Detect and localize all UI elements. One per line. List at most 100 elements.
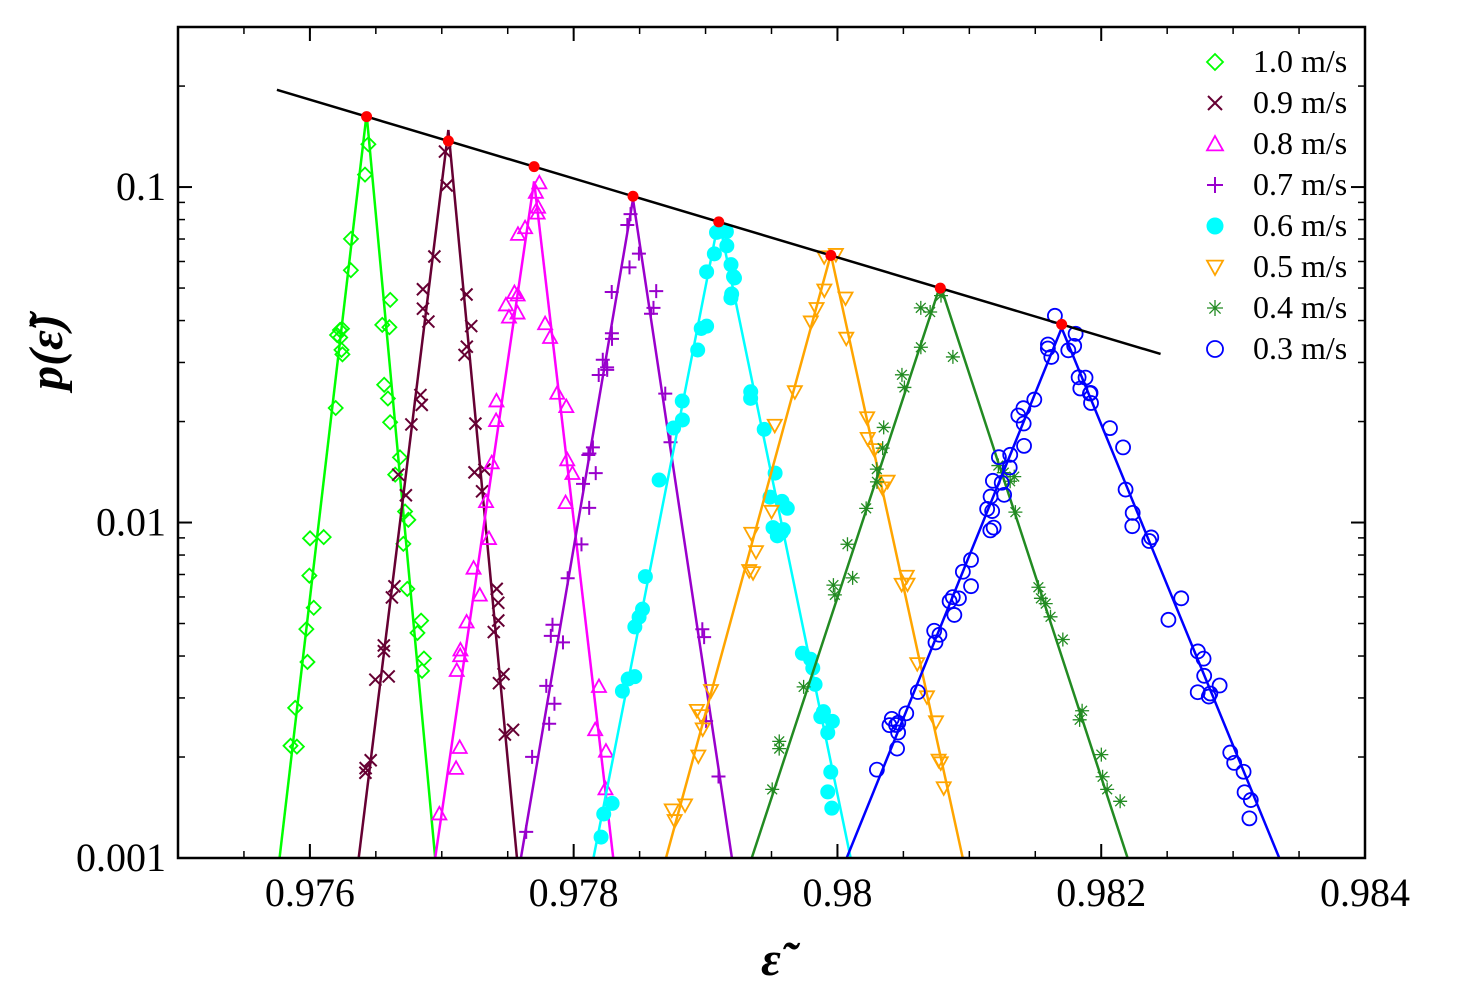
marker-shape — [1143, 529, 1160, 546]
data-point — [985, 519, 1002, 536]
marker-shape — [935, 781, 953, 797]
marker-shape — [775, 522, 791, 538]
data-point — [1040, 336, 1056, 353]
data-point — [845, 570, 860, 585]
data-point — [620, 218, 635, 233]
marker-shape — [1195, 650, 1212, 667]
marker-shape — [363, 753, 378, 767]
marker-shape — [963, 578, 979, 595]
marker-shape — [1160, 611, 1177, 628]
marker-shape — [699, 264, 715, 280]
data-point — [604, 795, 620, 811]
marker-shape — [399, 580, 416, 598]
marker-shape — [492, 676, 506, 690]
marker-shape — [542, 716, 557, 731]
fit-line — [278, 113, 368, 858]
marker-shape — [963, 551, 979, 568]
marker-shape — [1205, 134, 1225, 152]
marker-shape — [890, 714, 907, 731]
data-point — [1067, 325, 1084, 342]
data-point — [820, 725, 836, 741]
y-axis-label: p(ε̃) — [20, 310, 73, 394]
data-point — [1002, 446, 1019, 463]
marker-shape — [898, 569, 916, 586]
data-point — [898, 569, 916, 586]
marker-shape — [360, 135, 377, 153]
data-point — [1075, 703, 1090, 718]
marker-shape — [333, 320, 351, 337]
data-point — [993, 474, 1010, 491]
data-point — [889, 740, 905, 757]
data-point — [1102, 420, 1118, 437]
data-point — [1143, 529, 1160, 546]
data-point — [1100, 782, 1115, 797]
marker-shape — [1067, 325, 1084, 342]
marker-shape — [941, 593, 958, 610]
series-0-8-m-s — [430, 173, 615, 858]
data-point — [1115, 439, 1131, 456]
marker-shape — [932, 756, 950, 772]
marker-shape — [396, 503, 414, 520]
marker-shape — [288, 738, 306, 755]
marker-shape — [480, 529, 498, 545]
data-point — [415, 650, 433, 667]
data-point — [692, 709, 710, 725]
data-point — [743, 384, 759, 400]
data-point — [1117, 481, 1134, 498]
series-0-6-m-s — [592, 219, 852, 858]
marker-shape — [586, 720, 604, 737]
marker-shape — [1196, 667, 1213, 684]
marker-shape — [1102, 420, 1118, 437]
marker-shape — [1113, 794, 1128, 809]
data-point — [627, 619, 643, 635]
marker-shape — [1124, 518, 1141, 535]
data-point — [820, 784, 836, 800]
marker-shape — [385, 590, 399, 605]
marker-shape — [1205, 52, 1225, 72]
data-point — [935, 781, 953, 797]
data-point — [944, 589, 961, 606]
data-point — [742, 526, 760, 543]
data-point — [399, 488, 413, 502]
data-point — [693, 320, 709, 336]
data-point — [381, 413, 399, 431]
data-point — [744, 566, 762, 582]
marker-shape — [820, 725, 836, 741]
series-0-3-m-s — [845, 307, 1281, 858]
data-point — [506, 723, 520, 737]
marker-shape — [858, 411, 876, 427]
marker-shape — [1094, 747, 1109, 762]
data-point — [772, 734, 787, 749]
marker-shape — [1241, 810, 1258, 827]
marker-shape — [477, 492, 495, 509]
marker-shape — [391, 467, 405, 482]
data-point — [288, 738, 306, 755]
marker-shape — [487, 625, 501, 639]
marker-shape — [692, 709, 710, 725]
data-point — [327, 399, 344, 417]
marker-shape — [1033, 591, 1048, 606]
data-point — [951, 590, 967, 607]
data-point — [909, 684, 926, 700]
data-point — [876, 420, 891, 435]
data-point — [381, 669, 396, 684]
marker-shape — [483, 453, 501, 470]
marker-shape — [945, 349, 960, 364]
data-point — [396, 503, 414, 520]
data-point — [298, 620, 315, 638]
marker-shape — [496, 667, 511, 681]
data-point — [377, 638, 391, 653]
x-axis-label: ε̃ — [761, 933, 801, 985]
marker-shape — [985, 472, 1001, 489]
marker-shape — [869, 474, 884, 489]
marker-shape — [497, 295, 515, 312]
data-point — [465, 559, 483, 575]
data-point — [1206, 217, 1224, 235]
marker-shape — [301, 530, 319, 547]
marker-shape — [415, 650, 433, 667]
marker-shape — [591, 368, 606, 383]
marker-shape — [477, 462, 492, 477]
legend-item: 1.0 m/s — [1205, 43, 1347, 79]
data-point — [649, 284, 664, 299]
marker-shape — [859, 501, 874, 516]
